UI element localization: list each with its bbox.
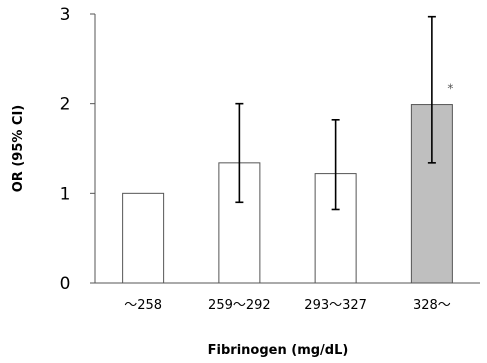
y-tick-label-0: 0 <box>60 274 71 294</box>
y-tick-label-1: 1 <box>60 184 71 204</box>
x-tick-label-2: 259～292 <box>208 298 271 313</box>
x-tick-label-4: 328～ <box>413 298 451 313</box>
significance-marker: * <box>447 82 453 96</box>
x-tick-label-1: ～258 <box>124 298 162 313</box>
y-tick-label-3: 3 <box>60 5 71 25</box>
bar-1 <box>122 192 165 284</box>
x-axis-label: Fibrinogen (mg/dL) <box>208 343 349 358</box>
y-tick-label-2: 2 <box>60 95 71 115</box>
x-tick-label-3: 293～327 <box>304 298 367 313</box>
y-axis-label: OR (95% CI) <box>11 105 26 193</box>
